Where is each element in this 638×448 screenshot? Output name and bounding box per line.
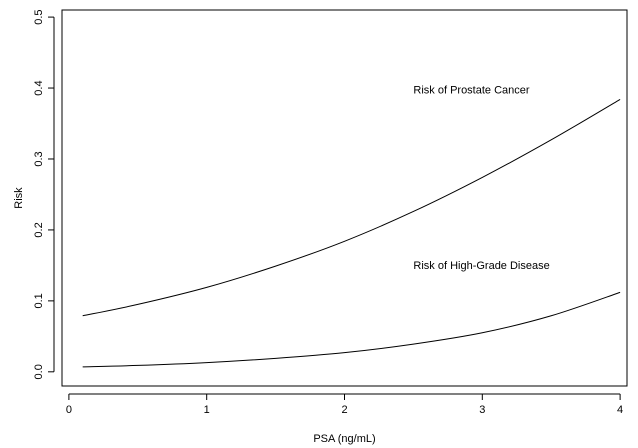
x-tick-label: 2 bbox=[341, 404, 347, 416]
x-axis: 0 1 2 3 4 bbox=[66, 393, 623, 416]
y-tick-label: 0.3 bbox=[33, 151, 45, 166]
plot-frame bbox=[61, 9, 628, 387]
y-tick-label: 0.4 bbox=[33, 80, 45, 95]
y-tick-label: 0.1 bbox=[33, 293, 45, 308]
x-tick-label: 4 bbox=[617, 404, 623, 416]
high-grade-annotation: Risk of High-Grade Disease bbox=[413, 260, 549, 272]
y-axis: 0.0 0.1 0.2 0.3 0.4 0.5 bbox=[33, 9, 55, 379]
x-axis-title: PSA (ng/mL) bbox=[313, 433, 375, 445]
y-tick-label: 0.0 bbox=[33, 364, 45, 379]
prostate-cancer-annotation: Risk of Prostate Cancer bbox=[413, 85, 529, 97]
y-tick-label: 0.2 bbox=[33, 222, 45, 237]
x-tick-label: 1 bbox=[204, 404, 210, 416]
high-grade-risk-line bbox=[82, 291, 621, 368]
x-tick-label: 0 bbox=[66, 404, 72, 416]
y-axis-title: Risk bbox=[13, 187, 25, 209]
series-lines bbox=[82, 98, 621, 368]
y-tick-label: 0.5 bbox=[33, 9, 45, 24]
x-tick-label: 3 bbox=[479, 404, 485, 416]
annotations: Risk of Prostate Cancer Risk of High-Grad… bbox=[413, 85, 549, 272]
prostate-cancer-risk-line bbox=[82, 98, 621, 317]
